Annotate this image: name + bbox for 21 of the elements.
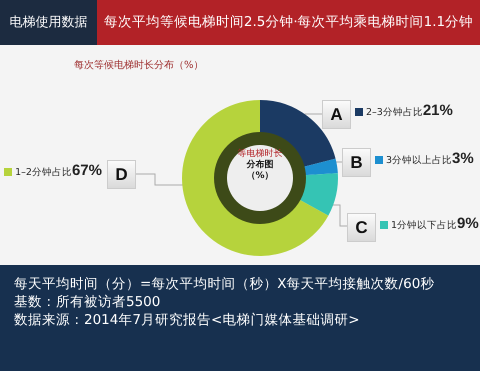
text: 每次等候电梯时长分布（%） <box>74 58 204 72</box>
text: 分布图 <box>246 160 274 171</box>
data-label: 67% <box>72 162 102 179</box>
data-label: 21% <box>422 102 453 119</box>
letter-tile: C <box>347 213 376 242</box>
text: 等电梯时长 <box>236 149 284 160</box>
letter-tile: D <box>107 160 136 189</box>
legend-label: 1–2分钟占比 <box>15 167 72 178</box>
text: （%） <box>245 171 275 182</box>
legend-label: 3分钟以上占比 <box>386 155 452 166</box>
text: 每天平均时间（分）=每次平均时间（秒）X每天平均接触次数/60秒 <box>14 275 436 293</box>
chart-title: 电梯使用数据 <box>0 0 97 45</box>
data-label: 3% <box>452 150 474 167</box>
legend-label: 1分钟以下占比 <box>391 220 458 231</box>
source-note: 数据来源：2014年7月研究报告<电梯门媒体基础调研> <box>14 311 361 329</box>
text: 基数：所有被访者5500 <box>14 293 162 311</box>
letter-tile: B <box>342 148 371 177</box>
letter-tile: A <box>322 100 351 129</box>
data-label: 9% <box>457 215 479 232</box>
chart-subtitle: 每次平均等候电梯时间2.5分钟·每次平均乘电梯时间1.1分钟 <box>97 0 480 45</box>
legend-label: 2–3分钟占比 <box>366 107 423 118</box>
